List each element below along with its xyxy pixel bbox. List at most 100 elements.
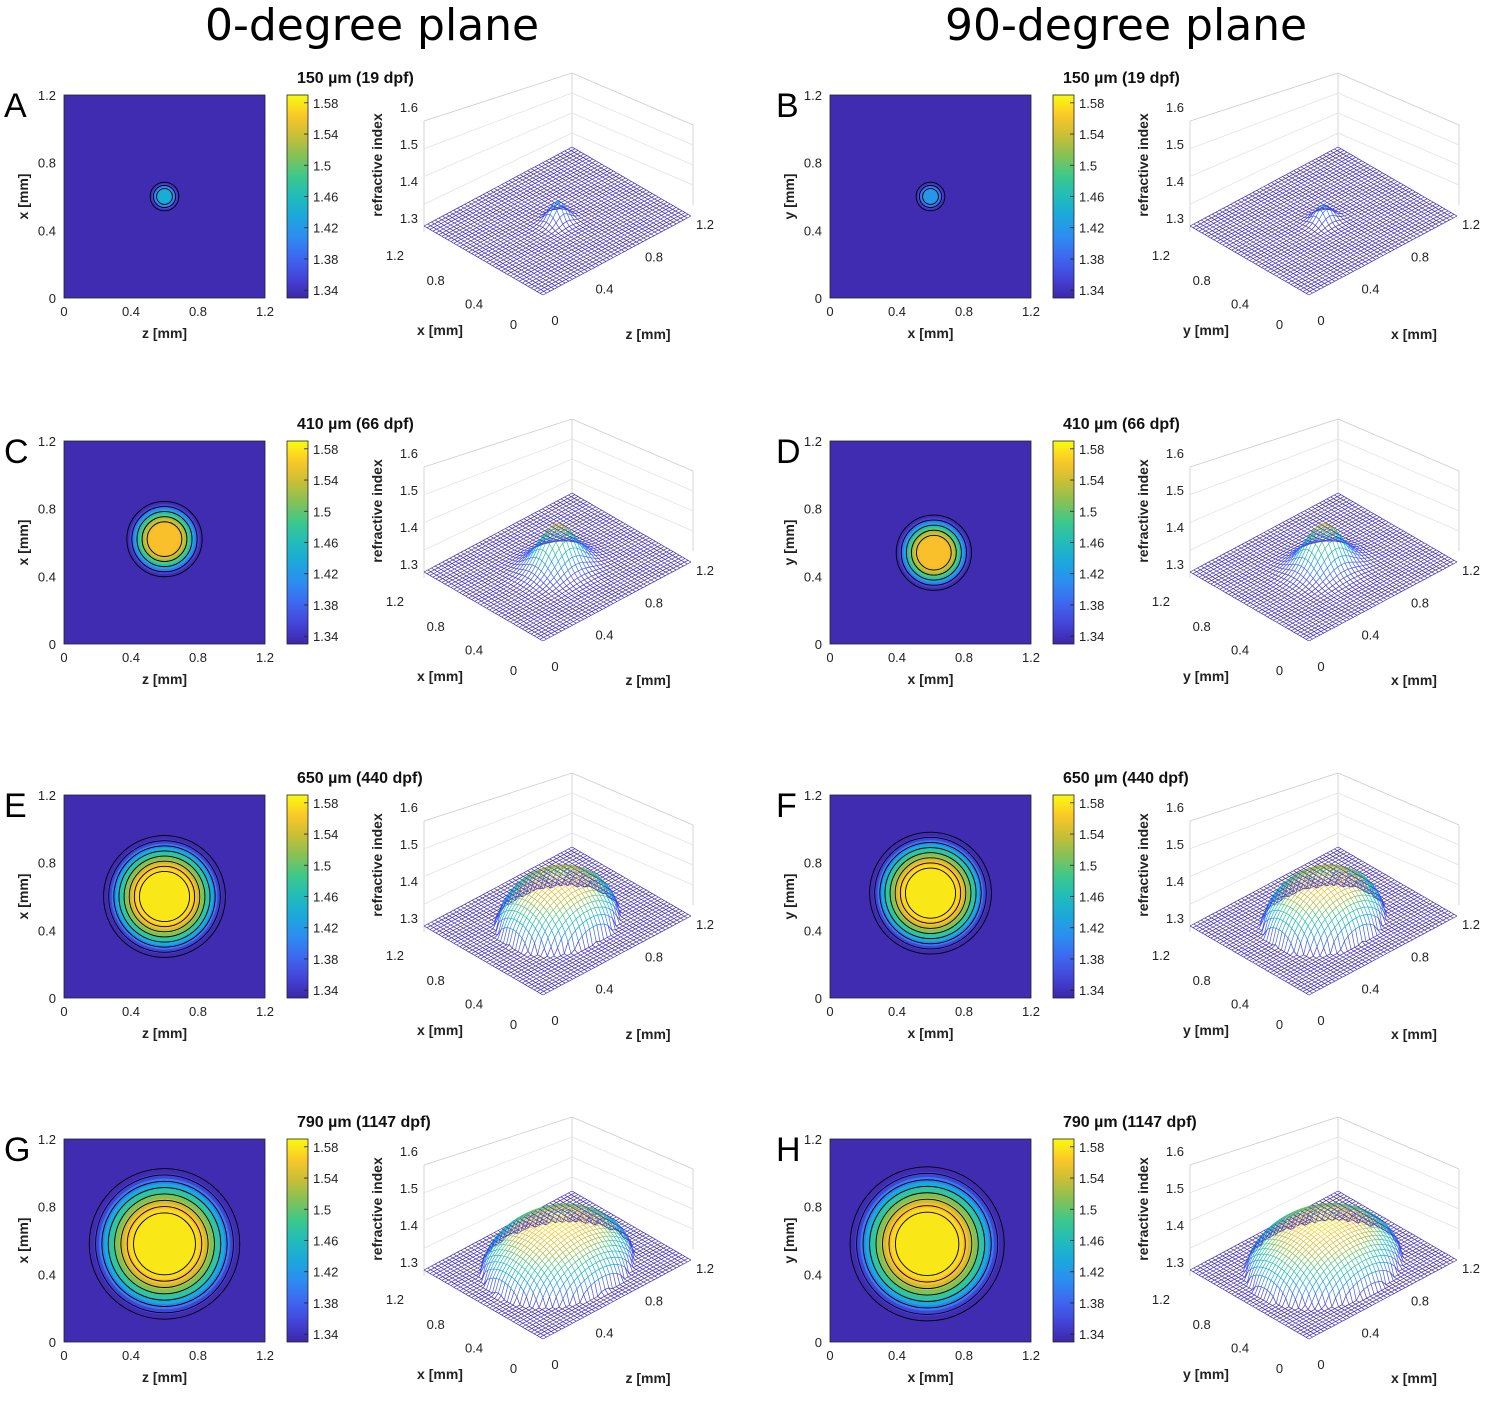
surface-line (503, 226, 507, 229)
surface-line (565, 226, 570, 229)
surface-line (1298, 175, 1303, 179)
surface-line (496, 257, 501, 261)
surface-line (492, 232, 496, 235)
surface-line (623, 219, 628, 223)
surface-line (505, 198, 509, 202)
surface-line (502, 196, 506, 200)
surface-line (574, 150, 579, 153)
surface-line (607, 237, 611, 240)
surface-line (1203, 221, 1208, 224)
surface-line (615, 196, 619, 199)
surface-line (484, 219, 488, 223)
surface-line (614, 214, 619, 218)
surface-line (654, 215, 658, 218)
surface-line (583, 168, 588, 171)
surface-line (510, 270, 515, 273)
surface-line (664, 212, 669, 216)
surface-line (1249, 243, 1253, 247)
surface-line (601, 213, 606, 216)
surface-line (569, 207, 574, 210)
surface-line (1242, 227, 1246, 230)
surface-line (447, 220, 452, 224)
surface-line (584, 247, 589, 250)
surface-line (675, 207, 680, 210)
surface-line (558, 227, 563, 232)
surface-line (590, 233, 595, 237)
surface-line (1359, 169, 1364, 173)
surface-line (1345, 173, 1350, 177)
surface-line (553, 270, 558, 273)
surface-line (1262, 191, 1267, 195)
surface-line (589, 157, 593, 160)
surface-line (460, 222, 465, 225)
surface-line (628, 195, 632, 199)
surface-line (533, 171, 538, 175)
surface-line (1243, 203, 1248, 206)
surface-line (1234, 216, 1239, 220)
surface-line (492, 213, 497, 217)
surface-line (505, 213, 510, 216)
surface-line (603, 255, 607, 259)
surface-line (635, 226, 640, 230)
surface-line (1189, 225, 1194, 229)
surface-line (454, 218, 459, 222)
surface-line (1330, 198, 1335, 201)
surface-line (1243, 201, 1248, 205)
surface-line (522, 212, 526, 216)
surface-line (521, 181, 526, 185)
surface-line (479, 227, 484, 230)
surface-line (524, 238, 528, 241)
surface-line (620, 181, 625, 185)
surface-line (1272, 242, 1277, 246)
surface-line (624, 197, 629, 201)
surface-line (543, 173, 548, 176)
surface-line (579, 241, 583, 245)
surface-line (1354, 247, 1358, 250)
surface-line (575, 161, 579, 164)
surface-line (1232, 240, 1237, 244)
surface-line (1283, 271, 1287, 275)
surface-line (511, 196, 517, 200)
surface-line (540, 171, 545, 175)
surface-line (498, 268, 502, 272)
surface-line (509, 240, 514, 244)
surface-line (636, 239, 641, 243)
surface-line (1235, 231, 1239, 234)
surface-line (551, 233, 555, 236)
surface-line (560, 183, 565, 187)
surface-line (1258, 213, 1263, 217)
surface-line (500, 239, 505, 242)
surface-line (1287, 233, 1292, 236)
surface-line (538, 265, 543, 268)
surface-line (635, 228, 639, 232)
surface-line (550, 251, 555, 255)
surface-line (434, 221, 439, 225)
surface-line (1253, 221, 1257, 224)
surface-line (492, 263, 497, 267)
x3d-axis-label: z [mm] (625, 326, 670, 342)
surface-line (563, 187, 568, 190)
surface-line (554, 285, 558, 288)
surface-line (477, 254, 482, 258)
surface-line (497, 255, 501, 259)
surface-line (634, 182, 638, 186)
surface-line (473, 207, 478, 210)
surface-line (671, 212, 675, 216)
surface-line (570, 152, 575, 155)
surface-line (588, 180, 592, 184)
surface-line (591, 230, 596, 233)
surface-line (638, 197, 642, 200)
surface-line (576, 238, 581, 241)
surface-line (508, 216, 512, 220)
surface-line (551, 264, 556, 268)
surface-line (1212, 224, 1217, 228)
surface-line (598, 231, 602, 235)
surface-line (616, 220, 621, 223)
surface-line (1327, 196, 1332, 200)
surface-line (494, 221, 498, 224)
surface-line (1269, 193, 1273, 196)
surface-line (1360, 165, 1365, 169)
surface-line (518, 218, 522, 221)
surface-line (519, 244, 523, 247)
surface-line (633, 221, 638, 225)
